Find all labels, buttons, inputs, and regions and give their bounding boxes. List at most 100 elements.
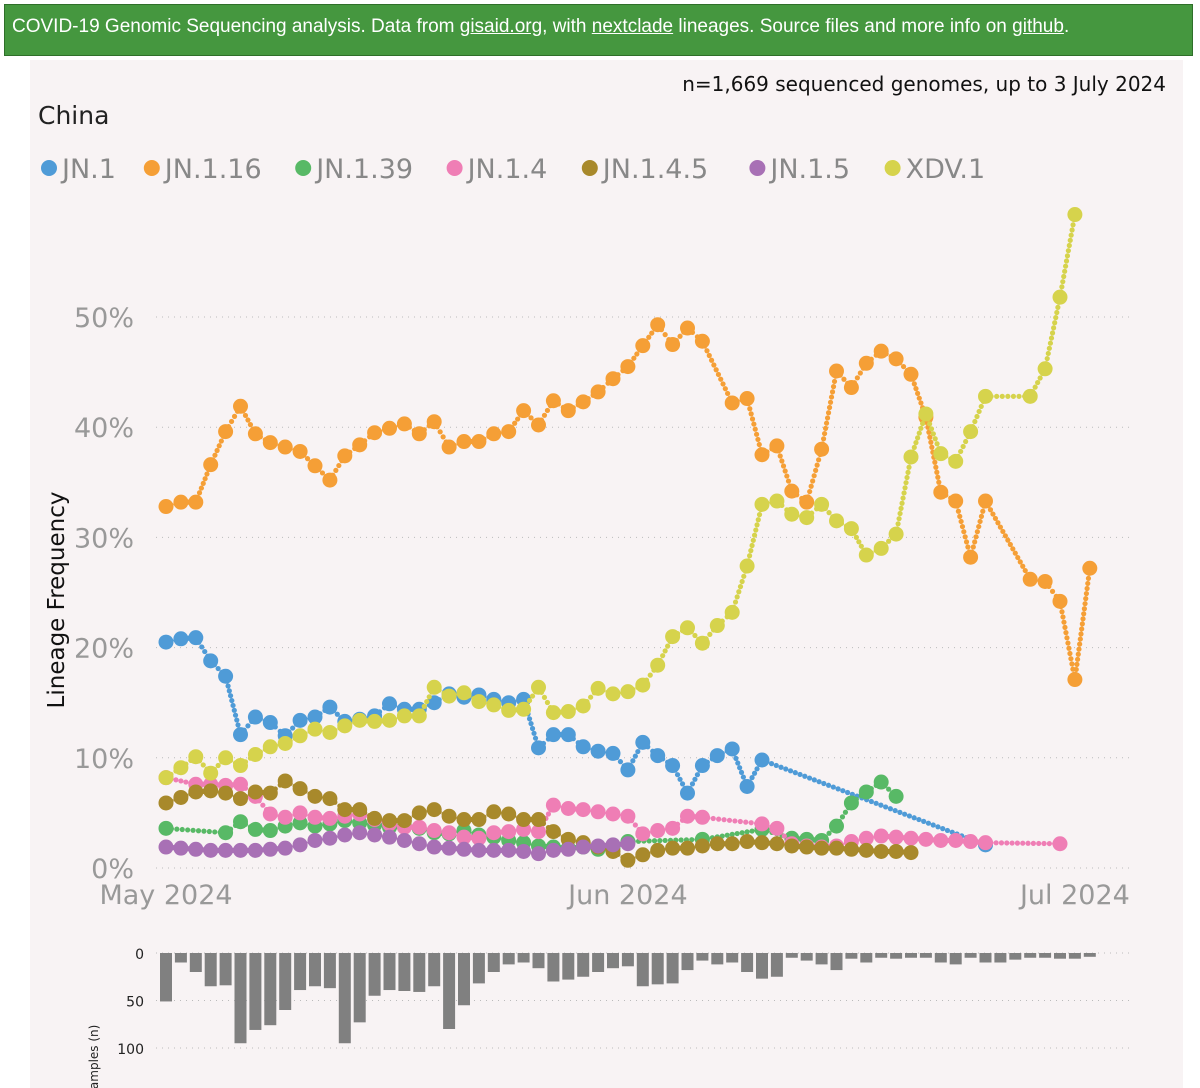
connector-dot (810, 478, 816, 484)
connector-dot (913, 386, 919, 392)
connector-dot (748, 548, 754, 554)
nextclade-link[interactable]: nextclade (591, 16, 674, 37)
connector-dot (1016, 393, 1022, 399)
data-point (456, 812, 472, 828)
data-point (1037, 573, 1053, 589)
data-point (680, 320, 695, 336)
data-point (516, 701, 532, 717)
gisaid-link[interactable]: gisaid.org (459, 16, 543, 37)
data-point (292, 712, 308, 728)
sample-bar (443, 953, 456, 1029)
connector-dot (1068, 656, 1074, 662)
connector-dot (185, 827, 191, 833)
sample-bar (264, 953, 277, 1026)
connector-dot (631, 355, 637, 361)
data-point (352, 712, 368, 728)
sample-bar (905, 953, 917, 958)
data-point (396, 708, 412, 724)
sample-bar (547, 953, 560, 982)
data-point (382, 420, 397, 436)
data-point (456, 685, 472, 701)
sample-bar (458, 953, 470, 1006)
connector-dot (1069, 227, 1075, 233)
legend: JN.1 JN.1.16 JN.1.39 JN.1.4 JN.1.4.5 JN.1.5 XD… (41, 154, 985, 185)
connector-dot (754, 766, 760, 772)
data-point (322, 699, 338, 715)
connector-dot (962, 534, 968, 540)
data-point (233, 814, 248, 830)
connector-dot (736, 589, 742, 595)
data-point (963, 549, 979, 565)
connector-dot (646, 838, 652, 844)
connector-dot (545, 811, 552, 817)
connector-dot (998, 840, 1005, 846)
connector-dot (916, 816, 922, 823)
connector-dot (972, 418, 978, 425)
connector-dot (826, 510, 832, 516)
connector-dot (976, 408, 982, 415)
connector-dot (831, 378, 838, 385)
data-point (754, 447, 770, 463)
github-link[interactable]: github (1012, 16, 1064, 37)
sample-bar (294, 953, 307, 991)
data-point (873, 774, 889, 790)
connector-dot (692, 776, 698, 782)
connector-dot (689, 837, 695, 843)
data-point (486, 804, 502, 820)
connector-dot (1055, 304, 1061, 310)
x-tick-label: Jun 2024 (566, 880, 687, 911)
chart-title: China (38, 101, 109, 130)
data-point (888, 351, 904, 367)
connector-dot (225, 683, 231, 689)
sample-bar (681, 953, 694, 971)
connector-dot (336, 462, 342, 469)
data-point (963, 834, 979, 850)
data-point (814, 441, 830, 457)
data-point (411, 426, 427, 442)
connector-dot (200, 480, 206, 487)
data-point (858, 547, 874, 563)
connector-dot (902, 485, 908, 491)
data-point (1052, 836, 1068, 852)
data-point (456, 434, 472, 450)
data-point (620, 359, 636, 375)
connector-dot (749, 542, 755, 549)
connector-dot (821, 430, 828, 437)
sample-bar (502, 953, 515, 965)
connector-dot (940, 826, 946, 832)
connector-dot (1004, 840, 1010, 846)
connector-dot (1059, 284, 1065, 290)
connector-dot (657, 838, 663, 844)
chart-panel: n=1,669 sequenced genomes, up to 3 July … (30, 60, 1183, 1088)
data-point (858, 355, 874, 371)
connector-dot (785, 478, 792, 484)
connector-dot (972, 539, 978, 545)
connector-dot (588, 694, 594, 700)
connector-dot (811, 777, 817, 783)
data-point (575, 802, 591, 818)
data-point (814, 840, 830, 856)
banner-bar (4, 4, 1193, 56)
data-point (590, 838, 606, 854)
data-point (501, 702, 517, 718)
connector-dot (825, 410, 832, 416)
connector-dot (896, 516, 902, 522)
connector-dot (978, 513, 985, 519)
connector-dot (930, 431, 936, 437)
connector-dot (779, 458, 785, 464)
data-point (382, 813, 397, 829)
legend-marker (884, 160, 901, 176)
data-point (501, 824, 517, 840)
connector-dot (677, 776, 683, 782)
connector-dot (721, 817, 727, 823)
connector-dot (662, 332, 668, 338)
connector-dot (689, 781, 696, 787)
connector-dot (1067, 650, 1073, 657)
sample-bar (309, 953, 321, 987)
connector-dot (754, 522, 760, 528)
connector-dot (1073, 666, 1079, 673)
connector-dot (1065, 248, 1071, 254)
connector-dot (214, 447, 220, 454)
connector-dot (204, 471, 210, 477)
data-point (307, 458, 323, 474)
